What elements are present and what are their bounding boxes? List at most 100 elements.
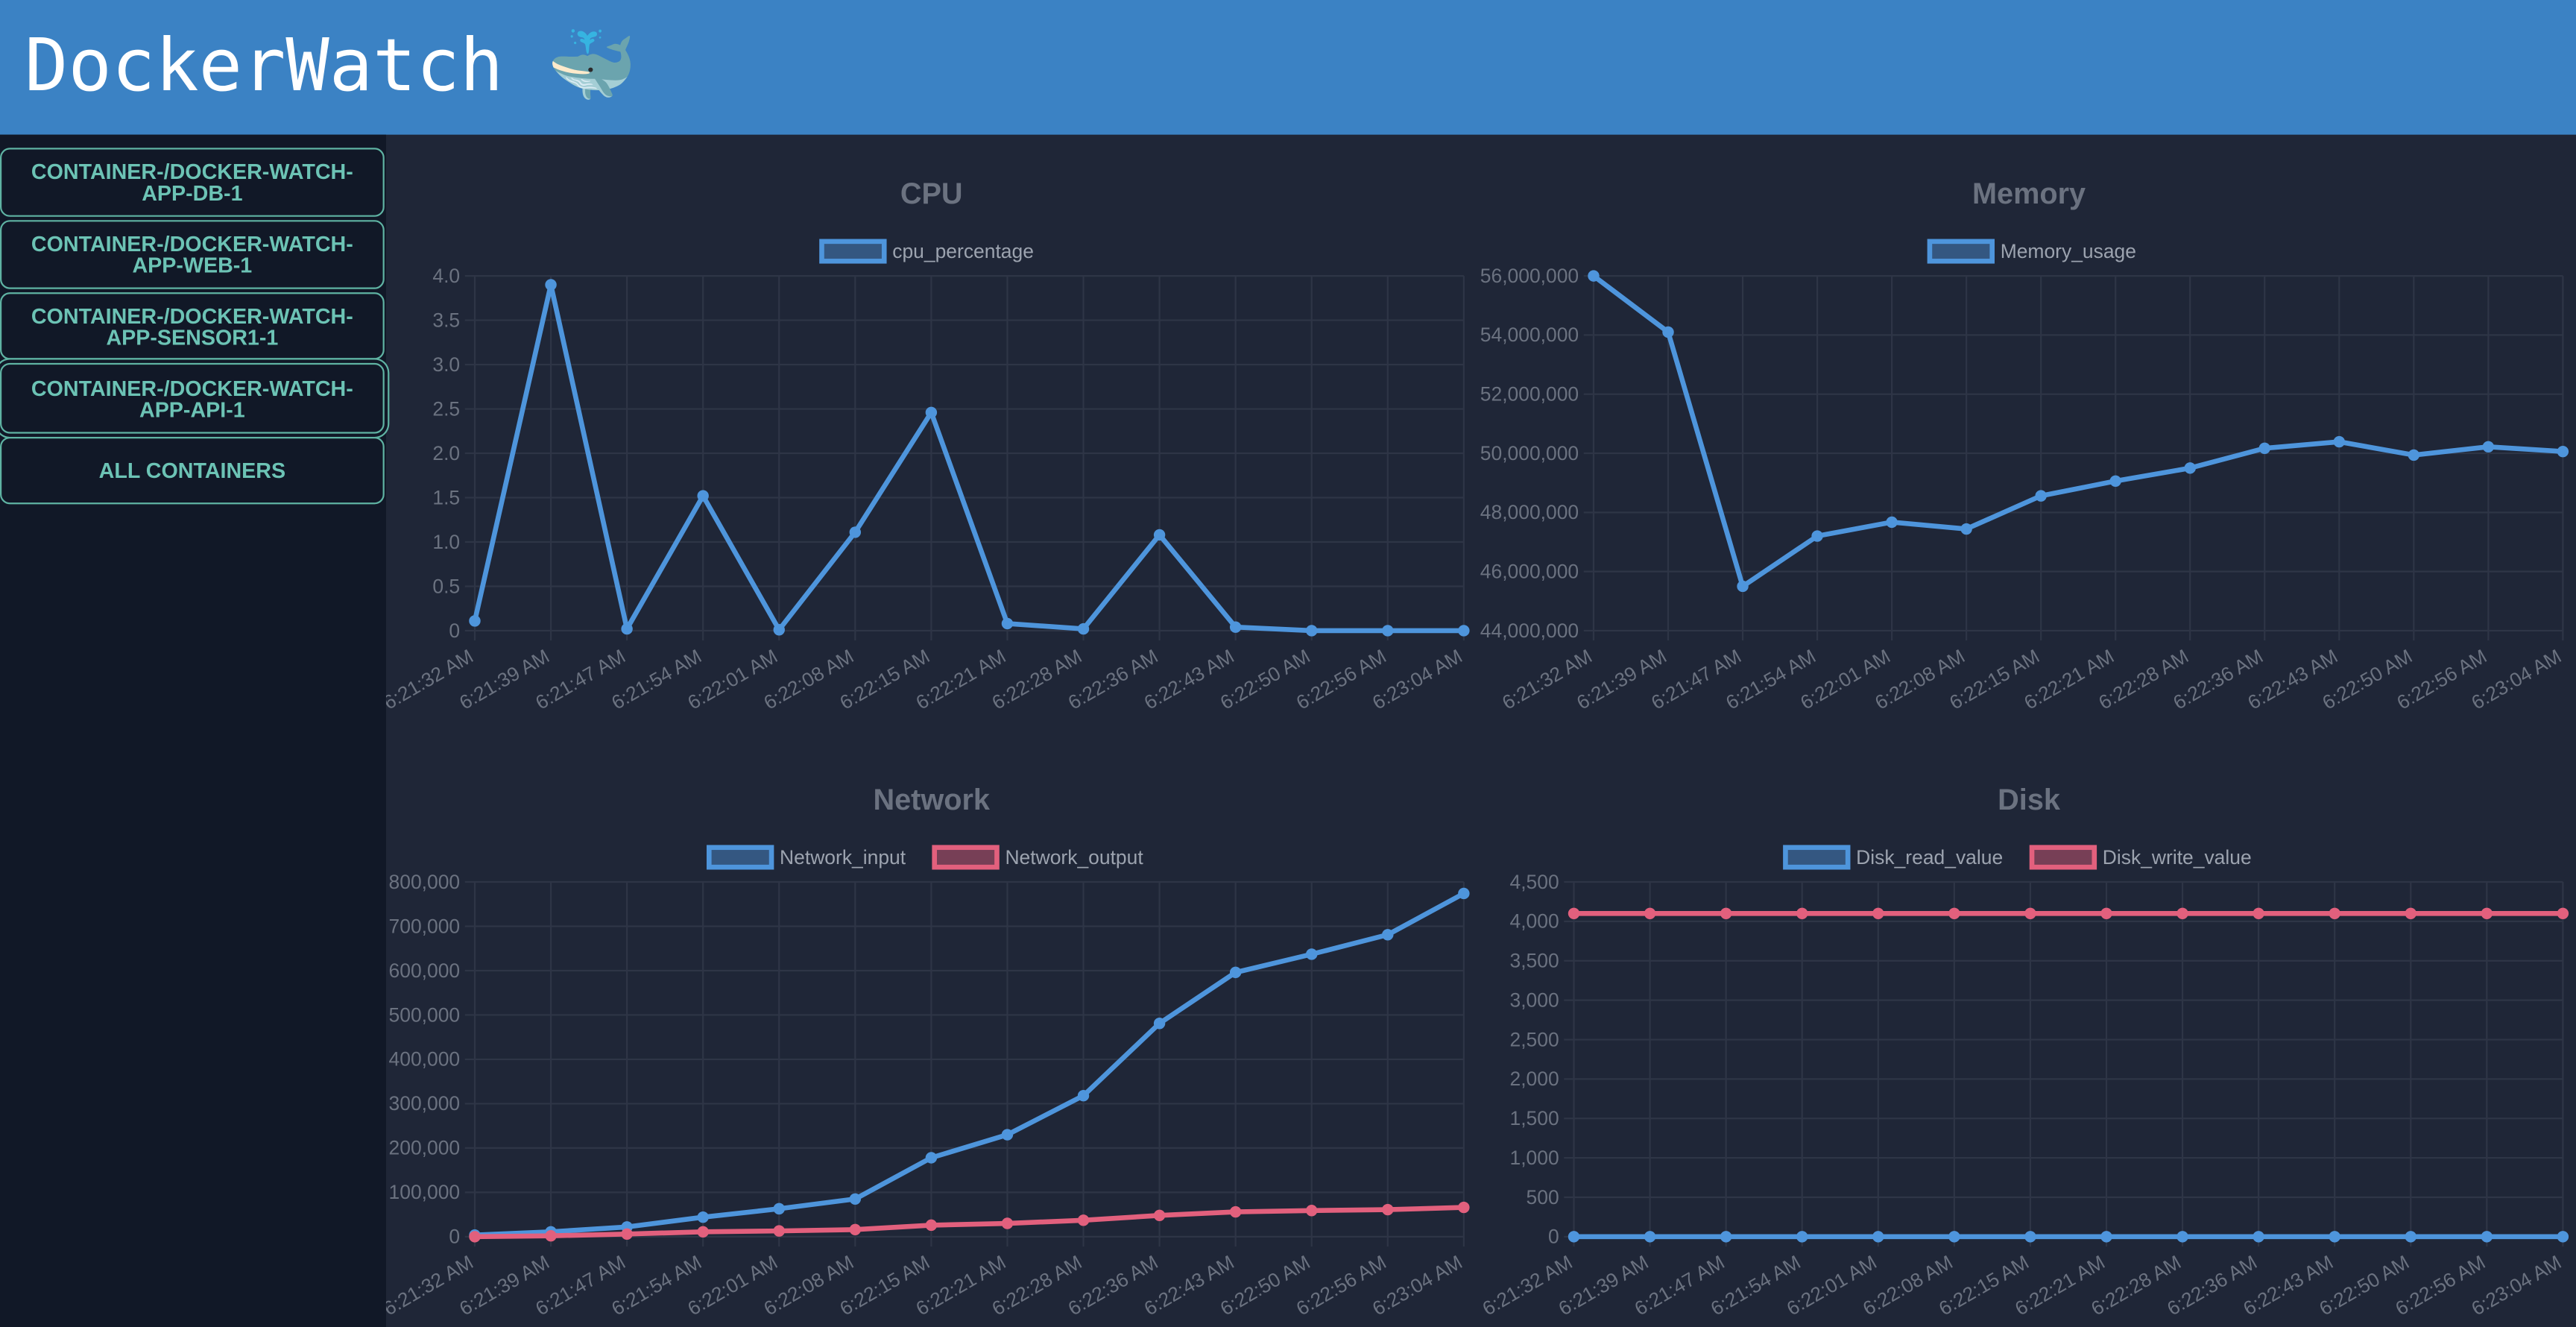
- data-point: [1001, 1217, 1014, 1229]
- data-point: [2109, 475, 2121, 488]
- legend-swatch: [1927, 239, 1995, 264]
- data-point: [1458, 887, 1470, 900]
- y-tick-label: 3.5: [432, 309, 460, 331]
- container-button[interactable]: CONTAINER-/DOCKER-WATCH-APP-WEB-1: [0, 220, 385, 289]
- data-point: [1720, 1231, 1732, 1243]
- data-point: [2557, 445, 2569, 458]
- y-tick-label: 600,000: [389, 959, 461, 982]
- data-point: [697, 1211, 709, 1223]
- data-point: [849, 526, 862, 538]
- data-point: [1077, 1214, 1090, 1226]
- container-button[interactable]: CONTAINER-/DOCKER-WATCH-APP-API-1: [0, 362, 385, 434]
- chart-title: Memory: [1972, 177, 2086, 210]
- data-point: [1458, 625, 1470, 637]
- data-point: [1796, 1231, 1808, 1243]
- data-point: [1153, 1018, 1166, 1030]
- y-tick-label: 100,000: [389, 1181, 461, 1203]
- data-point: [2557, 1231, 2569, 1243]
- y-tick-label: 0: [449, 620, 460, 642]
- chart-area-bg: [385, 134, 2576, 1327]
- legend-label: Disk_read_value: [1856, 846, 2003, 869]
- y-tick-label: 3.0: [432, 353, 460, 376]
- y-tick-label: 44,000,000: [1480, 620, 1579, 642]
- data-point: [849, 1223, 862, 1236]
- data-point: [1077, 1089, 1090, 1102]
- legend-swatch: [932, 845, 1000, 870]
- data-point: [2100, 1231, 2112, 1243]
- data-point: [1948, 1231, 1960, 1243]
- container-button[interactable]: CONTAINER-/DOCKER-WATCH-APP-SENSOR1-1: [0, 292, 385, 360]
- series-line: [474, 1205, 1464, 1240]
- y-tick-label: 0: [449, 1226, 460, 1248]
- data-point: [1796, 907, 1808, 920]
- data-point: [2405, 1231, 2416, 1243]
- y-tick-label: 52,000,000: [1480, 383, 1579, 406]
- data-point: [2408, 449, 2420, 461]
- y-tick-label: 4.0: [432, 265, 460, 287]
- legend-label: Network_output: [1005, 846, 1143, 869]
- y-tick-label: 46,000,000: [1480, 560, 1579, 582]
- data-point: [925, 1152, 938, 1164]
- series-line: [472, 282, 1464, 634]
- y-tick-label: 48,000,000: [1480, 501, 1579, 523]
- y-tick-label: 1,500: [1510, 1107, 1559, 1129]
- y-tick-label: 500: [1527, 1186, 1559, 1208]
- data-point: [1306, 625, 1318, 637]
- header: DockerWatch 🐳: [0, 0, 2576, 135]
- data-point: [1886, 516, 1898, 529]
- data-point: [1077, 622, 1090, 635]
- app-title: DockerWatch 🐳: [25, 25, 637, 109]
- chart-title: Network: [873, 784, 990, 816]
- y-tick-label: 56,000,000: [1480, 265, 1579, 287]
- data-point: [773, 624, 785, 636]
- series-line: [1591, 274, 2563, 589]
- y-tick-label: 800,000: [389, 871, 461, 893]
- y-tick-label: 2,500: [1510, 1028, 1559, 1050]
- data-point: [1568, 1231, 1580, 1243]
- y-tick-label: 4,500: [1510, 871, 1559, 893]
- data-point: [849, 1193, 862, 1205]
- legend-label: cpu_percentage: [892, 240, 1034, 262]
- data-point: [1229, 966, 1242, 979]
- data-point: [2253, 1231, 2264, 1243]
- data-point: [2176, 1231, 2188, 1243]
- container-button[interactable]: ALL CONTAINERS: [0, 436, 385, 505]
- data-point: [2035, 490, 2047, 502]
- legend-swatch: [1783, 845, 1851, 870]
- data-point: [1306, 948, 1318, 960]
- data-point: [1229, 621, 1242, 633]
- data-point: [1872, 907, 1884, 920]
- chart-title: CPU: [900, 177, 963, 210]
- legend-swatch: [706, 845, 774, 870]
- y-tick-label: 300,000: [389, 1092, 461, 1115]
- data-point: [697, 1226, 709, 1238]
- data-point: [2024, 907, 2036, 920]
- data-point: [1001, 1129, 1014, 1141]
- y-tick-label: 2,000: [1510, 1068, 1559, 1090]
- data-point: [2557, 907, 2569, 920]
- data-point: [925, 406, 938, 419]
- y-tick-label: 400,000: [389, 1048, 461, 1071]
- data-point: [1382, 929, 1394, 941]
- legend-label: Memory_usage: [2001, 240, 2136, 262]
- data-point: [697, 490, 709, 502]
- data-point: [773, 1225, 785, 1237]
- data-point: [2258, 442, 2270, 454]
- data-point: [2184, 462, 2196, 474]
- chart-title: Disk: [1998, 784, 2061, 816]
- data-point: [2333, 435, 2346, 448]
- data-point: [621, 622, 633, 635]
- data-point: [2329, 907, 2340, 920]
- y-tick-label: 700,000: [389, 915, 461, 937]
- data-point: [1382, 625, 1394, 637]
- data-point: [1458, 1201, 1470, 1214]
- data-point: [1229, 1205, 1242, 1218]
- data-point: [1720, 907, 1732, 920]
- data-point: [1872, 1231, 1884, 1243]
- sidebar: CONTAINER-/DOCKER-WATCH-APP-DB-1 CONTAINE…: [0, 134, 386, 1327]
- container-button[interactable]: CONTAINER-/DOCKER-WATCH-APP-DB-1: [0, 148, 385, 217]
- y-tick-label: 2.5: [432, 397, 460, 420]
